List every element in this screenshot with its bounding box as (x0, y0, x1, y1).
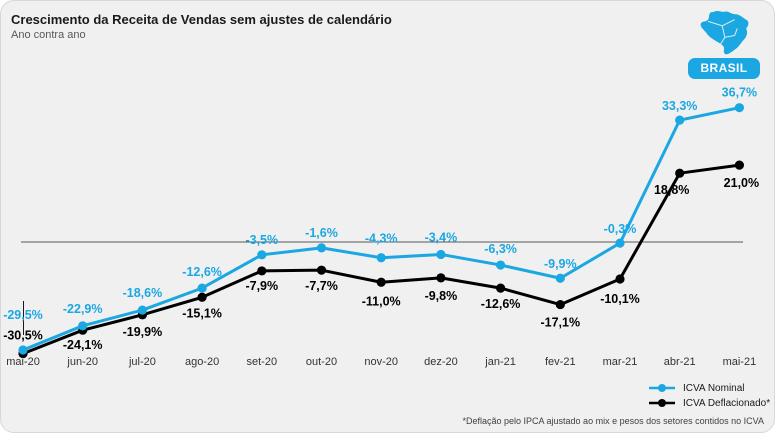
deflacionado-series-marker (649, 399, 675, 407)
chart-title: Crescimento da Receita de Vendas sem aju… (11, 12, 392, 27)
data-label: -3,5% (245, 233, 278, 247)
data-point (197, 283, 207, 293)
data-point (615, 274, 625, 284)
data-label: -9,8% (425, 289, 458, 303)
data-point (675, 168, 685, 178)
data-label: 21,0% (724, 176, 759, 190)
data-point (496, 260, 506, 270)
x-axis-label: nov-20 (364, 356, 398, 368)
x-axis-label: mar-21 (603, 356, 638, 368)
x-axis-label: mai-21 (723, 356, 757, 368)
data-point (734, 103, 745, 113)
chart-subtitle: Ano contra ano (11, 29, 86, 41)
data-label: -11,0% (362, 294, 401, 308)
chart-header: Crescimento da Receita de Vendas sem aju… (11, 11, 392, 43)
legend-label-deflacionado: ICVA Deflacionado* (683, 397, 771, 409)
chart-legend: ICVA Nominal ICVA Deflacionado* (647, 381, 770, 411)
data-point (376, 277, 386, 287)
data-label: -7,7% (305, 279, 338, 293)
data-point (675, 115, 685, 125)
data-point (496, 283, 506, 293)
x-axis-label: abr-21 (664, 356, 696, 368)
data-label: -4,3% (365, 232, 398, 246)
data-point (316, 265, 327, 275)
data-label: -3,4% (425, 230, 458, 244)
data-label: -19,9% (123, 325, 163, 339)
data-label: -12,6% (481, 297, 521, 311)
data-label: 36,7% (722, 86, 757, 100)
data-point (555, 273, 565, 283)
data-label: -30,5% (3, 329, 43, 343)
data-point (436, 273, 446, 283)
data-point (734, 160, 745, 170)
brazil-map-icon (700, 11, 749, 55)
data-label: 33,3% (662, 99, 697, 113)
x-axis-label: ago-20 (185, 356, 219, 368)
data-label: -24,1% (63, 338, 103, 352)
x-axis-label: mai-20 (6, 356, 40, 368)
data-label: -29,5% (3, 308, 43, 322)
data-point (137, 305, 147, 315)
chart-footnote: *Deflação pelo IPCA ajustado ao mix e pe… (462, 416, 764, 426)
data-label: -1,6% (305, 226, 338, 240)
data-point (197, 292, 207, 302)
data-label: -18,6% (123, 286, 163, 300)
region-badge: BRASIL (688, 58, 760, 79)
region-indicator: BRASIL (688, 9, 760, 79)
data-point (257, 266, 267, 276)
nominal-series-marker (649, 384, 675, 392)
data-point (615, 238, 625, 248)
x-axis-label: out-20 (306, 356, 337, 368)
legend-item-deflacionado: ICVA Deflacionado* (647, 396, 770, 410)
data-label: -15,1% (182, 306, 222, 320)
x-axis-label: dez-20 (424, 356, 458, 368)
x-axis-label: set-20 (247, 356, 278, 368)
data-point (257, 250, 267, 260)
data-label: -12,6% (182, 265, 222, 279)
x-axis-label: fev-21 (545, 356, 576, 368)
data-label: -9,9% (544, 257, 577, 271)
data-label: -0,3% (604, 222, 637, 236)
data-label: -7,9% (245, 279, 278, 293)
data-point (78, 321, 88, 331)
data-point (376, 253, 386, 263)
data-point (436, 249, 446, 260)
legend-label-nominal: ICVA Nominal (683, 382, 745, 394)
data-label: -17,1% (540, 316, 580, 330)
data-point (555, 299, 565, 310)
data-point (316, 243, 327, 253)
data-label: -6,3% (484, 242, 517, 256)
legend-item-nominal: ICVA Nominal (647, 381, 770, 395)
x-axis-label: jan-21 (484, 356, 516, 368)
x-axis-label: jun-20 (66, 356, 98, 368)
data-label: -10,1% (600, 292, 640, 306)
data-point (18, 345, 28, 355)
data-label: -22,9% (63, 302, 103, 316)
x-axis-label: jul-20 (128, 356, 156, 368)
